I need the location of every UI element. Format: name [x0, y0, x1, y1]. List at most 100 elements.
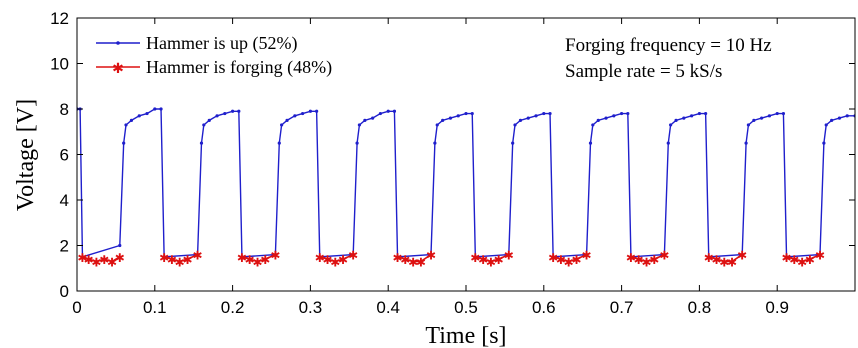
data-point-hammer-up	[277, 141, 281, 145]
series-line-hammer-forging	[708, 253, 743, 263]
annotation-frequency: Forging frequency = 10 Hz	[565, 35, 772, 56]
series-line-hammer-forging	[241, 253, 276, 263]
data-point-hammer-forging: ✱	[719, 255, 729, 269]
data-point-hammer-forging: ✱	[571, 253, 581, 267]
y-tick-label: 8	[60, 100, 69, 119]
data-point-hammer-up	[371, 116, 375, 120]
data-point-hammer-up	[588, 141, 593, 145]
data-point-hammer-forging: ✱	[815, 249, 825, 263]
data-point-hammer-forging: ✱	[77, 251, 87, 265]
y-tick-label: 2	[60, 237, 69, 256]
series-line-hammer-forging	[786, 253, 821, 263]
data-point-hammer-forging: ✱	[400, 253, 410, 267]
data-point-hammer-forging: ✱	[260, 253, 270, 267]
data-point-hammer-up	[433, 141, 437, 145]
series-line-hammer-forging	[397, 253, 432, 263]
data-point-hammer-up	[293, 114, 297, 118]
data-point-hammer-up	[760, 116, 764, 120]
series-line-hammer-forging	[630, 253, 665, 263]
data-point-hammer-forging: ✱	[245, 253, 255, 267]
data-point-hammer-up	[824, 123, 828, 127]
data-point-hammer-forging: ✱	[805, 253, 815, 267]
data-point-hammer-up	[464, 111, 468, 116]
annotation-sample-rate: Sample rate = 5 kS/s	[565, 61, 722, 82]
data-point-hammer-forging: ✱	[737, 249, 747, 263]
data-point-hammer-up	[837, 116, 842, 120]
data-point-hammer-up	[435, 123, 439, 127]
data-point-hammer-forging: ✱	[315, 251, 325, 265]
data-point-hammer-up	[781, 111, 786, 116]
data-point-hammer-up	[145, 111, 149, 116]
data-point-hammer-up	[682, 116, 686, 120]
series-layer: ✱✱✱✱✱✱ ✱✱✱✱ ✱ ✱✱✱✱ ✱ ✱✱✱✱ ✱ ✱✱✱✱ ✱ ✱✱✱✱ ✱ ✱✱✱✱ ✱ ✱✱✱✱…	[77, 107, 855, 269]
data-point-hammer-forging: ✱	[338, 253, 348, 267]
data-point-hammer-up	[223, 111, 227, 116]
data-point-hammer-up	[526, 116, 530, 120]
data-point-hammer-up	[456, 114, 460, 118]
data-point-hammer-up	[596, 118, 600, 122]
data-point-hammer-forging: ✱	[270, 249, 280, 263]
data-point-hammer-up	[612, 114, 616, 118]
data-point-hammer-up	[301, 111, 305, 116]
data-point-hammer-forging: ✱	[193, 249, 203, 263]
x-tick-label: 0.2	[221, 298, 245, 317]
data-point-hammer-forging: ✱	[426, 249, 436, 263]
data-point-hammer-forging: ✱	[659, 249, 669, 263]
data-point-hammer-up	[308, 109, 312, 113]
data-point-hammer-up	[746, 123, 751, 127]
legend-label-hammer-up: Hammer is up (52%)	[146, 33, 297, 54]
data-point-hammer-forging: ✱	[84, 253, 94, 267]
data-point-hammer-forging: ✱	[237, 251, 247, 265]
y-axis: 0 2 4 6 8 10 12	[50, 9, 855, 301]
data-point-hammer-up	[237, 109, 241, 113]
data-point-hammer-forging: ✱	[564, 255, 574, 269]
data-point-hammer-forging: ✱	[486, 255, 496, 269]
data-point-hammer-forging: ✱	[548, 251, 558, 265]
data-point-hammer-up	[280, 123, 284, 127]
data-point-hammer-forging: ✱	[641, 255, 651, 269]
data-point-hammer-forging: ✱	[348, 249, 358, 263]
data-point-hammer-forging: ✱	[175, 255, 185, 269]
data-point-hammer-up	[697, 111, 702, 116]
data-point-hammer-up	[767, 114, 772, 118]
data-point-hammer-forging: ✱	[91, 255, 101, 269]
data-point-hammer-up	[620, 111, 624, 116]
data-point-hammer-up	[775, 111, 779, 116]
data-point-hammer-forging: ✱	[408, 255, 418, 269]
data-point-hammer-up	[511, 141, 515, 145]
y-tick-label: 6	[60, 146, 69, 165]
y-tick-label: 4	[60, 191, 69, 210]
data-point-hammer-up	[513, 123, 517, 127]
data-point-hammer-up	[207, 118, 211, 122]
data-point-hammer-up	[202, 123, 206, 127]
legend: Hammer is up (52%) ✱ Hammer is forging (…	[96, 33, 332, 78]
y-axis-title: Voltage [V]	[13, 99, 39, 211]
x-tick-label: 0.4	[376, 298, 400, 317]
x-tick-label: 0.3	[299, 298, 323, 317]
data-point-hammer-forging: ✱	[167, 253, 177, 267]
y-tick-label: 10	[50, 55, 69, 74]
data-point-hammer-up	[704, 111, 708, 116]
x-tick-label: 0.1	[143, 298, 167, 317]
data-point-hammer-up	[470, 111, 474, 116]
data-point-hammer-up	[690, 114, 694, 118]
data-point-hammer-up	[199, 141, 204, 145]
series-line-hammer-forging	[552, 253, 587, 263]
data-point-hammer-up	[534, 114, 538, 118]
data-point-hammer-up	[830, 118, 834, 122]
data-point-hammer-forging: ✱	[797, 255, 807, 269]
legend-marker-hammer-forging: ✱	[112, 61, 124, 77]
legend-marker-hammer-up	[116, 41, 120, 45]
data-point-hammer-up	[231, 109, 235, 113]
data-point-hammer-forging: ✱	[393, 251, 403, 265]
data-point-hammer-forging: ✱	[159, 251, 169, 265]
data-point-hammer-up	[122, 141, 126, 145]
data-point-hammer-forging: ✱	[504, 249, 514, 263]
data-point-hammer-up	[822, 141, 826, 145]
data-point-hammer-up	[752, 118, 756, 122]
data-point-hammer-forging: ✱	[494, 253, 504, 267]
x-axis: 0 0.1 0.2 0.3 0.4 0.5 0.6 0.7 0.8 0.9	[72, 18, 789, 317]
data-point-hammer-up	[137, 114, 141, 118]
data-point-hammer-forging: ✱	[711, 253, 721, 267]
y-tick-label: 12	[50, 9, 69, 28]
